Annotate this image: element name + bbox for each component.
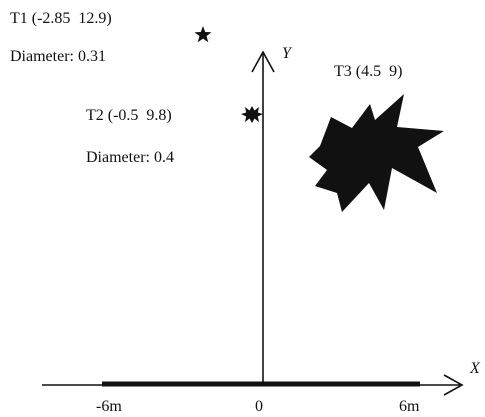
x-axis-label: X bbox=[469, 360, 481, 377]
t1-label: T1 (-2.85 12.9) bbox=[10, 10, 112, 27]
t1-diameter-label: Diameter: 0.31 bbox=[10, 48, 106, 65]
y-axis-label: Y bbox=[282, 45, 293, 62]
t2-label: T2 (-0.5 9.8) bbox=[86, 107, 172, 124]
tick-label-right: 6m bbox=[399, 398, 420, 415]
t1-star-icon bbox=[194, 26, 212, 43]
t2-burst-icon bbox=[241, 106, 263, 123]
x-axis-arrowhead bbox=[443, 374, 464, 396]
tick-label-left: -6m bbox=[96, 398, 122, 415]
t3-burst-icon bbox=[309, 94, 444, 212]
t3-label: T3 (4.5 9) bbox=[334, 63, 402, 80]
tick-label-center: 0 bbox=[255, 398, 263, 415]
y-axis-arrowhead bbox=[251, 50, 275, 73]
t2-diameter-label: Diameter: 0.4 bbox=[86, 149, 174, 166]
